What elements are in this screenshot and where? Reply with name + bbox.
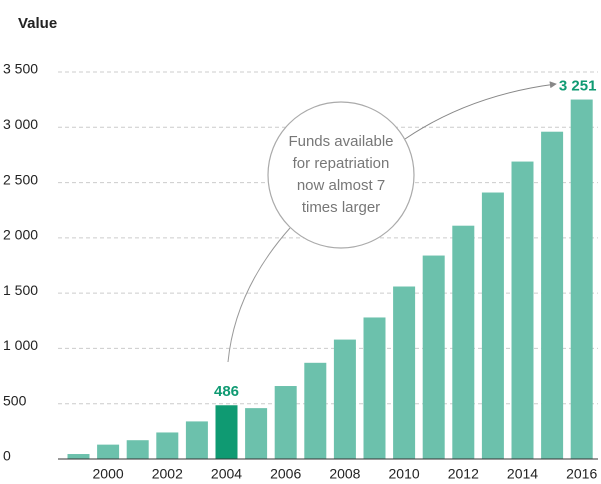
bar bbox=[541, 131, 564, 460]
bar bbox=[185, 421, 208, 459]
callout-line bbox=[227, 227, 291, 363]
y-tick-label: 1 000 bbox=[3, 337, 38, 353]
value-label: 486 bbox=[214, 383, 239, 400]
bar bbox=[67, 454, 90, 459]
annotation-text: times larger bbox=[302, 199, 380, 216]
bar bbox=[126, 440, 149, 459]
y-tick-label: 2 500 bbox=[3, 171, 38, 187]
bar bbox=[156, 432, 179, 459]
x-tick-label: 2004 bbox=[211, 466, 242, 482]
value-label: 3 251 bbox=[559, 78, 597, 95]
bar bbox=[393, 286, 416, 459]
y-tick-label: 3 000 bbox=[3, 116, 38, 132]
x-tick-label: 2008 bbox=[329, 466, 360, 482]
bar bbox=[363, 317, 386, 459]
x-tick-label: 2002 bbox=[152, 466, 183, 482]
bar bbox=[481, 192, 504, 459]
x-tick-label: 2000 bbox=[93, 466, 124, 482]
bar bbox=[422, 255, 445, 459]
bar bbox=[274, 386, 297, 459]
y-tick-label: 3 500 bbox=[3, 61, 38, 77]
bar bbox=[452, 225, 475, 459]
annotation-text: Funds available bbox=[288, 133, 393, 150]
y-tick-label: 2 000 bbox=[3, 227, 38, 243]
callout-circle bbox=[267, 101, 415, 249]
bar bbox=[304, 362, 327, 459]
x-tick-label: 2014 bbox=[507, 466, 538, 482]
x-tick-label: 2010 bbox=[389, 466, 420, 482]
bar bbox=[245, 408, 268, 459]
y-tick-label: 1 500 bbox=[3, 282, 38, 298]
callout-arrow bbox=[404, 81, 557, 140]
x-tick-label: 2012 bbox=[448, 466, 479, 482]
x-tick-label: 2016 bbox=[566, 466, 597, 482]
annotation-text: for repatriation bbox=[293, 155, 390, 172]
y-tick-label: 0 bbox=[3, 448, 11, 464]
annotation-text: now almost 7 bbox=[297, 177, 385, 194]
chart-title: Value bbox=[18, 15, 57, 32]
bar bbox=[511, 161, 534, 459]
bar bbox=[570, 99, 593, 459]
bar bbox=[97, 444, 120, 459]
bar bbox=[215, 405, 238, 459]
bar bbox=[333, 339, 356, 459]
y-tick-label: 500 bbox=[3, 392, 27, 408]
x-tick-label: 2006 bbox=[270, 466, 301, 482]
